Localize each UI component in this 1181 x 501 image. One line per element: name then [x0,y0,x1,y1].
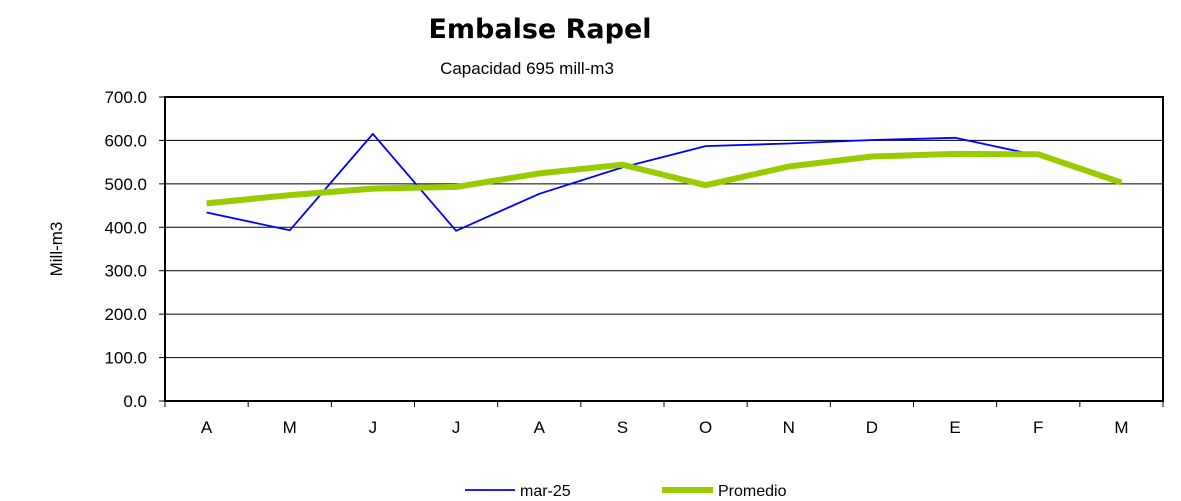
y-tick-label: 700.0 [104,88,147,107]
chart-title: Embalse Rapel [428,14,651,45]
y-tick-label: 300.0 [104,262,147,281]
x-tick-label: M [1114,418,1128,437]
legend-label-promedio: Promedio [718,483,787,500]
y-tick-label: 500.0 [104,175,147,194]
x-tick-label: O [699,418,712,437]
x-tick-label: S [617,418,628,437]
x-tick-label: J [369,418,378,437]
chart-subtitle: Capacidad 695 mill-m3 [440,59,614,78]
y-tick-label: 400.0 [104,218,147,237]
y-tick-label: 100.0 [104,349,147,368]
series-line-mar-25 [206,133,1039,232]
y-axis-label: Mill-m3 [47,222,66,277]
x-tick-label: N [783,418,795,437]
x-tick-label: A [201,418,213,437]
legend: mar-25 Promedio [465,483,787,500]
x-tick-label: J [452,418,461,437]
y-tick-label: 0.0 [123,392,147,411]
plot-area-frame [164,96,1164,402]
gridlines [165,96,1163,359]
x-tick-label: D [866,418,878,437]
y-tick-label: 200.0 [104,305,147,324]
legend-label-mar-25: mar-25 [520,483,571,500]
x-tick-label: A [534,418,546,437]
x-tick-label: E [949,418,960,437]
x-tick-label: F [1033,418,1043,437]
x-tick-label: M [283,418,297,437]
series-lines [206,133,1123,232]
series-line-promedio [206,150,1123,207]
axes: 0.0 100.0 200.0 300.0 400.0 500.0 600.0 700.0 A M… [104,88,1164,437]
y-tick-label: 600.0 [104,131,147,150]
